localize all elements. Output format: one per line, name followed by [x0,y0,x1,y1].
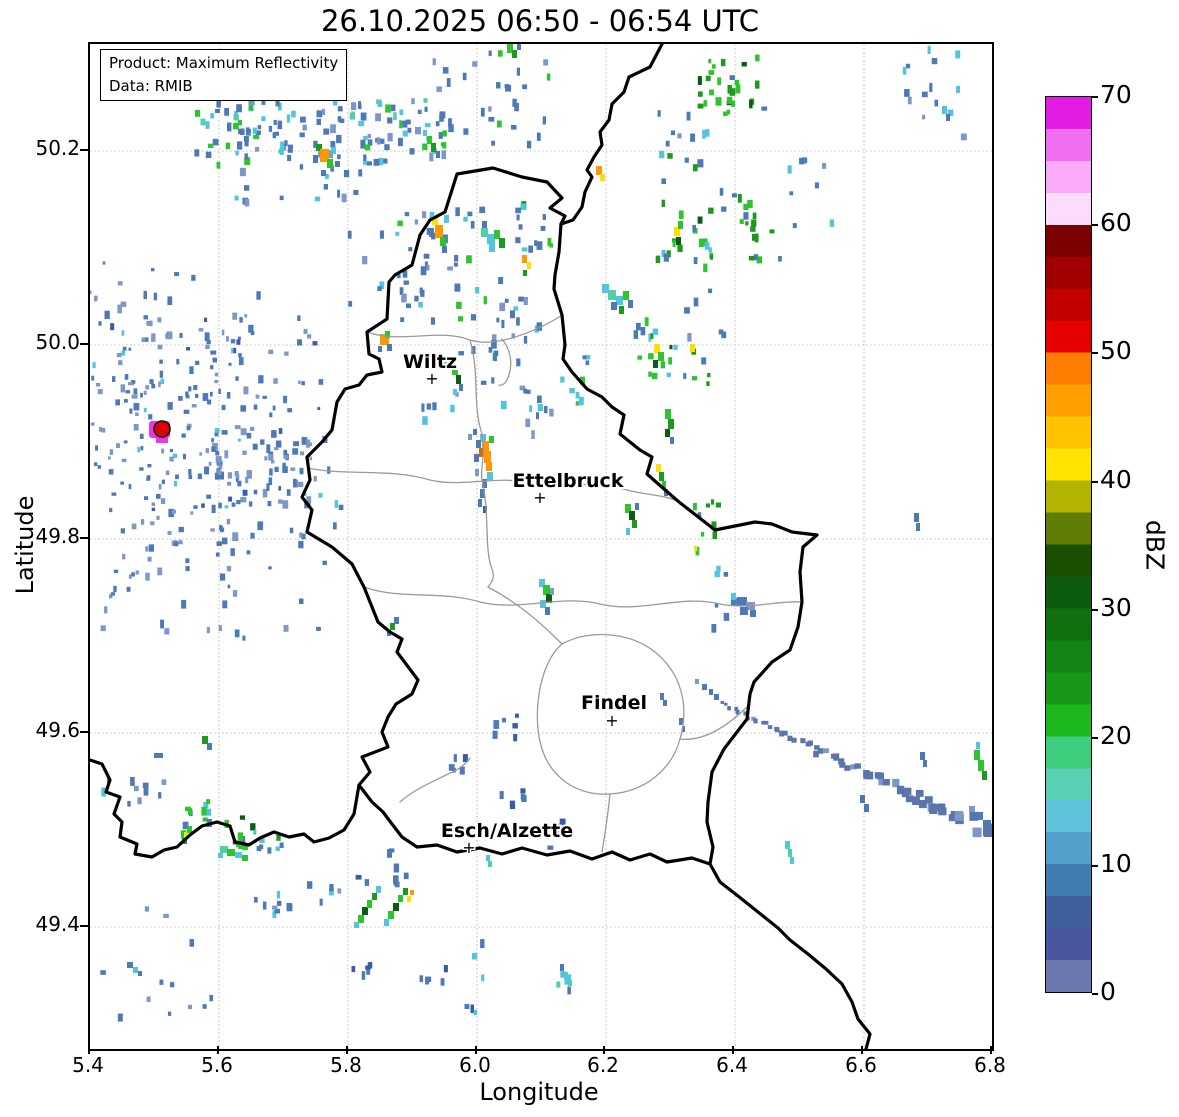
colorbar-tick-label: 50 [1100,336,1132,365]
x-tick-label: 6.4 [716,1053,748,1077]
radar-echo-cells [90,44,992,1022]
gridlines [90,44,992,1049]
product-info-box: Product: Maximum Reflectivity Data: RMIB [100,49,348,101]
x-tick-label: 6.2 [587,1053,619,1077]
colorbar-gradient [1046,97,1091,992]
city-label-esch-alzette: Esch/Alzette [441,820,573,842]
city-label-wiltz: Wiltz [403,351,457,373]
x-tick-label: 6.6 [845,1053,877,1077]
x-tick-mark [990,1046,992,1054]
y-tick-label: 49.8 [35,524,80,548]
y-tick-mark [80,537,88,539]
x-tick-label: 6.8 [974,1053,1006,1077]
y-tick-mark [80,343,88,345]
colorbar-tick-label: 60 [1100,208,1132,237]
colorbar-tick-mark [1092,865,1098,867]
city-marker-ettelbruck: + [533,488,546,507]
y-axis-label: Latitude [11,495,39,595]
x-tick-mark [217,1046,219,1054]
y-tick-mark [80,925,88,927]
x-tick-label: 6.0 [459,1053,491,1077]
x-tick-label: 5.6 [201,1053,233,1077]
figure-title: 26.10.2025 06:50 - 06:54 UTC [320,4,760,38]
radar-site-marker [149,420,171,443]
region-borders [307,315,803,853]
y-tick-mark [80,149,88,151]
x-tick-label: 5.8 [330,1053,362,1077]
y-tick-label: 50.0 [35,330,80,354]
y-tick-label: 49.4 [35,912,80,936]
city-label-ettelbruck: Ettelbruck [513,470,624,492]
x-tick-label: 5.4 [72,1053,104,1077]
city-labels: Wiltz+Ettelbruck+Findel+Esch/Alzette+ [401,349,649,859]
map-plot-area: Wiltz + Ettelbruck + Findel + Esch/Alzette + Pr… [88,42,994,1051]
country-borders [90,44,872,1049]
colorbar-tick-mark [1092,481,1098,483]
colorbar-tick-label: 10 [1100,849,1132,878]
colorbar-tick-mark [1092,993,1098,995]
x-tick-mark [861,1046,863,1054]
map-canvas: Wiltz+Ettelbruck+Findel+Esch/Alzette+ [90,44,992,1049]
colorbar-tick-label: 0 [1100,977,1116,1006]
x-tick-mark [88,1046,90,1054]
city-marker-wiltz: + [425,369,438,388]
colorbar-tick-mark [1092,352,1098,354]
x-tick-mark [475,1046,477,1054]
y-tick-mark [80,731,88,733]
colorbar-tick-label: 20 [1100,721,1132,750]
city-marker-esch-alzette: + [462,838,475,857]
product-line: Product: Maximum Reflectivity [109,54,339,72]
y-tick-label: 50.2 [35,136,80,160]
colorbar-tick-mark [1092,96,1098,98]
colorbar [1045,96,1092,993]
x-tick-mark [603,1046,605,1054]
colorbar-label: dBZ [1140,519,1170,571]
x-tick-mark [346,1046,348,1054]
colorbar-tick-mark [1092,609,1098,611]
data-source-line: Data: RMIB [109,76,193,95]
y-tick-label: 49.6 [35,718,80,742]
colorbar-tick-label: 70 [1100,80,1132,109]
city-marker-findel: + [605,711,618,730]
city-label-findel: Findel [581,692,647,714]
colorbar-tick-label: 40 [1100,465,1132,494]
radar-site-dot [153,420,171,438]
x-tick-mark [732,1046,734,1054]
colorbar-tick-mark [1092,224,1098,226]
x-axis-label: Longitude [479,1078,599,1106]
colorbar-tick-mark [1092,737,1098,739]
colorbar-tick-label: 30 [1100,593,1132,622]
